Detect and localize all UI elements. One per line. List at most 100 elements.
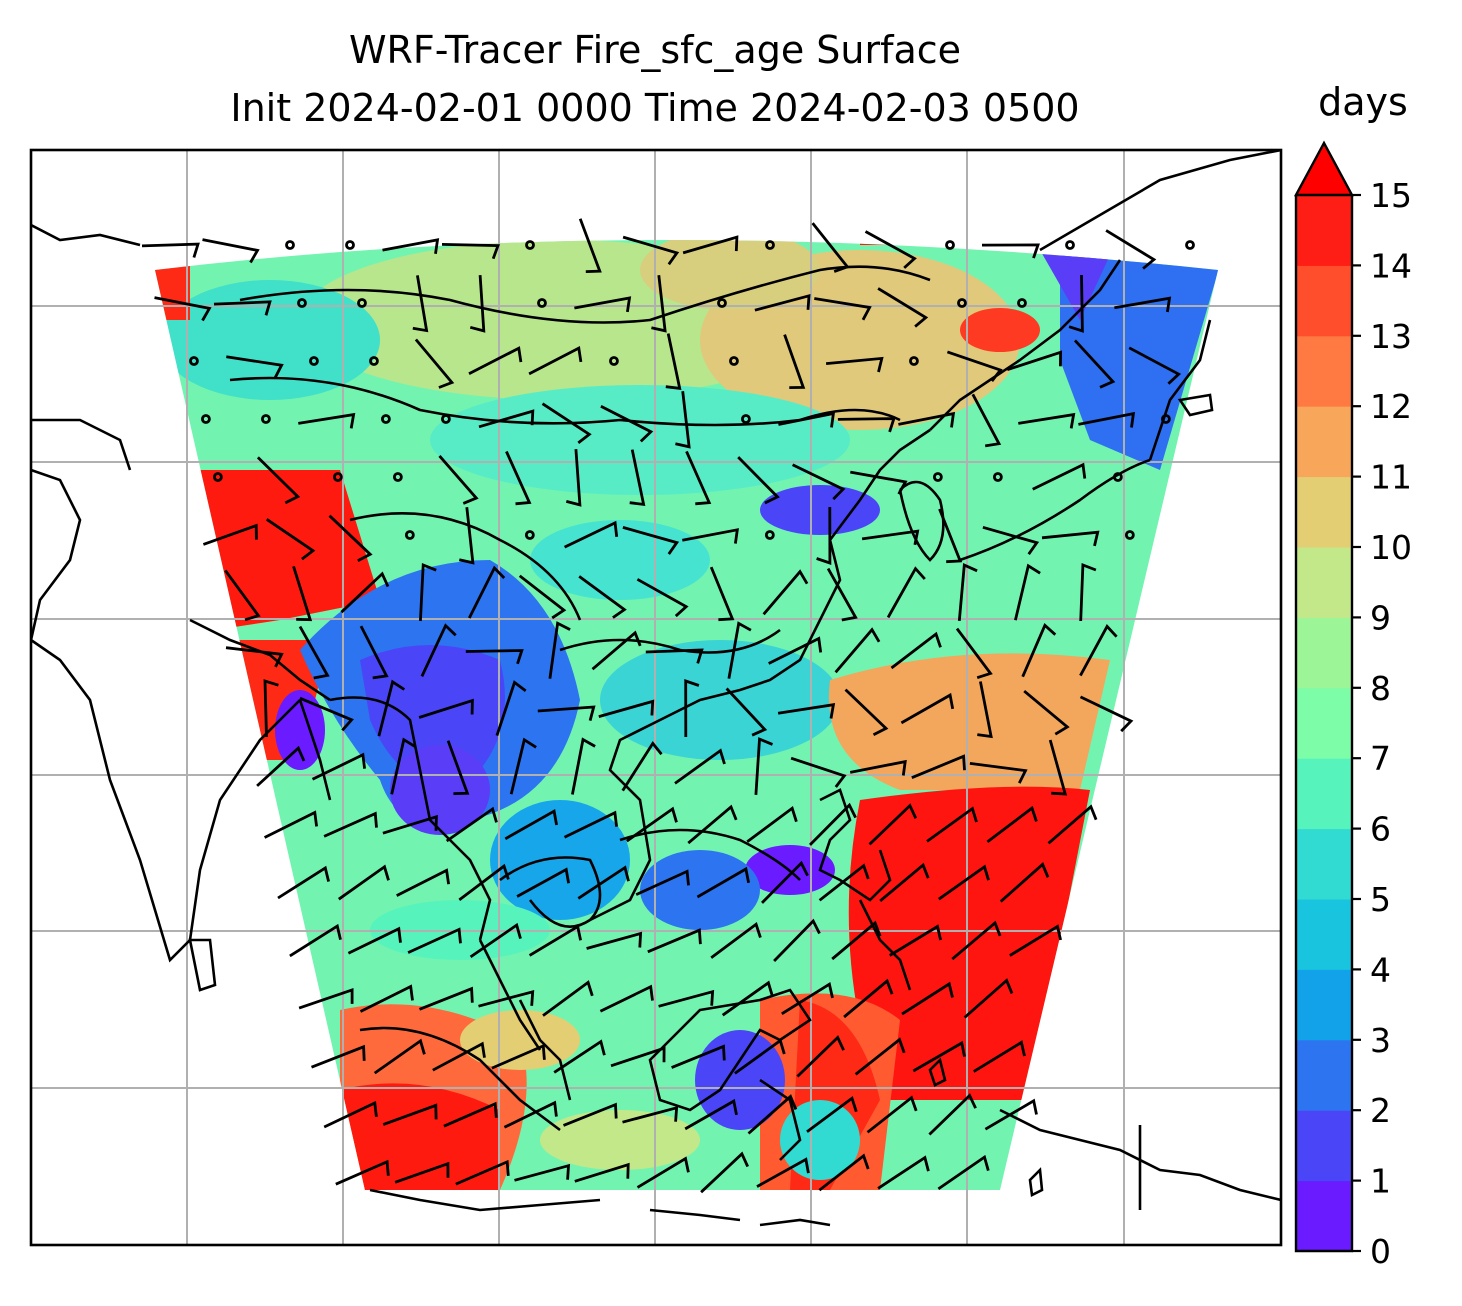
wind-barb <box>684 679 700 738</box>
wind-barb <box>412 275 429 333</box>
wind-barb <box>777 703 836 719</box>
colorbar-tick-label: 15 <box>1370 176 1412 215</box>
wind-barb <box>912 1040 966 1073</box>
calm-wind-marker <box>212 472 223 482</box>
wind-barb <box>528 924 582 957</box>
wind-barb <box>1018 412 1076 429</box>
wind-barb <box>1041 530 1100 547</box>
wind-barb <box>563 810 618 839</box>
wind-barb <box>514 1163 571 1182</box>
wind-barb <box>901 981 954 1016</box>
calm-wind-marker <box>524 530 535 540</box>
colorbar-tick-label: 8 <box>1370 669 1391 708</box>
calm-wind-marker <box>1112 472 1123 482</box>
wind-barb <box>971 393 1002 448</box>
colorbar-segment <box>1296 195 1352 266</box>
wind-barb <box>984 1098 1038 1131</box>
wind-barb <box>674 748 726 785</box>
wind-barb <box>256 456 301 505</box>
wind-barb <box>754 293 811 312</box>
colorbar-segment <box>1296 406 1352 478</box>
wind-barb <box>844 688 889 737</box>
wind-barb <box>591 630 642 671</box>
wind-barb <box>826 567 858 622</box>
wind-barb <box>599 984 654 1013</box>
wind-barb <box>814 297 872 321</box>
wind-barb <box>548 621 571 679</box>
calm-wind-marker <box>357 298 367 308</box>
colorbar-segment <box>1296 969 1352 1041</box>
calm-wind-marker <box>404 530 415 540</box>
wind-barb <box>600 405 654 443</box>
wind-barb <box>762 569 809 616</box>
colorbar-segment <box>1296 476 1352 548</box>
wind-barb <box>578 575 627 619</box>
wind-barb <box>299 696 354 732</box>
wind-barb <box>225 646 284 668</box>
wind-barb <box>1079 695 1134 733</box>
colorbar-segment <box>1296 828 1352 900</box>
wind-barb <box>888 924 942 957</box>
wind-barb <box>778 411 836 428</box>
wind-barb <box>834 627 881 674</box>
wind-barb <box>337 864 390 901</box>
wind-barb <box>709 566 735 622</box>
wind-barb <box>843 978 894 1019</box>
wind-barb <box>937 1154 990 1191</box>
wind-barb <box>503 1100 558 1129</box>
colorbar-tick-label: 5 <box>1370 880 1391 919</box>
wind-barb <box>528 345 583 376</box>
wind-barb <box>635 869 690 896</box>
wind-barb <box>458 507 475 565</box>
wind-barb <box>586 931 643 950</box>
wind-barb <box>432 1041 486 1072</box>
wind-barb <box>972 1040 1026 1073</box>
wind-barb <box>866 1095 918 1134</box>
wind-barb <box>734 1038 786 1075</box>
colorbar-tick-label: 14 <box>1370 246 1412 285</box>
wind-barb <box>1023 690 1070 736</box>
wind-barb <box>625 806 678 843</box>
colorbar-tick-label: 12 <box>1370 387 1412 426</box>
wind-barb <box>256 745 306 787</box>
wind-barb <box>791 463 846 501</box>
wind-barb <box>622 1105 679 1124</box>
calm-wind-marker <box>717 298 727 308</box>
calm-wind-marker <box>392 472 403 482</box>
wind-barb <box>756 1157 810 1188</box>
wind-barb <box>468 565 506 619</box>
wind-barb <box>746 806 798 843</box>
wind-barb <box>202 523 258 546</box>
wind-barb <box>277 865 330 900</box>
calm-wind-marker <box>1017 298 1027 308</box>
wind-barb <box>141 242 200 258</box>
wind-barb <box>359 625 389 680</box>
colorbar-extend-arrow <box>1293 140 1355 197</box>
wind-barb <box>418 986 474 1011</box>
wind-barb <box>1009 924 1062 957</box>
wind-barb <box>877 287 929 328</box>
wind-barb <box>455 1159 510 1186</box>
wind-barb <box>359 984 414 1013</box>
wind-barb <box>1014 563 1041 621</box>
wind-barb <box>382 238 440 254</box>
wind-barb <box>687 804 738 845</box>
colorbar-segment <box>1296 1180 1352 1252</box>
wind-barb <box>781 981 834 1015</box>
wind-barb <box>818 1153 870 1192</box>
calm-wind-marker <box>537 298 547 308</box>
colorbar-frame <box>1294 195 1354 1253</box>
wind-barb <box>879 862 930 902</box>
colorbar-tick-label: 10 <box>1370 528 1412 567</box>
calm-wind-marker <box>309 356 319 366</box>
wind-barb <box>850 470 908 495</box>
wind-barb <box>963 978 1014 1019</box>
wind-barb <box>537 705 596 721</box>
wind-barb <box>574 296 632 313</box>
wind-barb <box>1079 624 1118 677</box>
wind-barb <box>849 759 907 776</box>
wind-barb <box>265 518 316 561</box>
colorbar-segment <box>1296 758 1352 830</box>
map-title-line-2: Init 2024-02-01 0000 Time 2024-02-03 050… <box>230 86 1080 130</box>
wind-barb <box>518 574 567 620</box>
